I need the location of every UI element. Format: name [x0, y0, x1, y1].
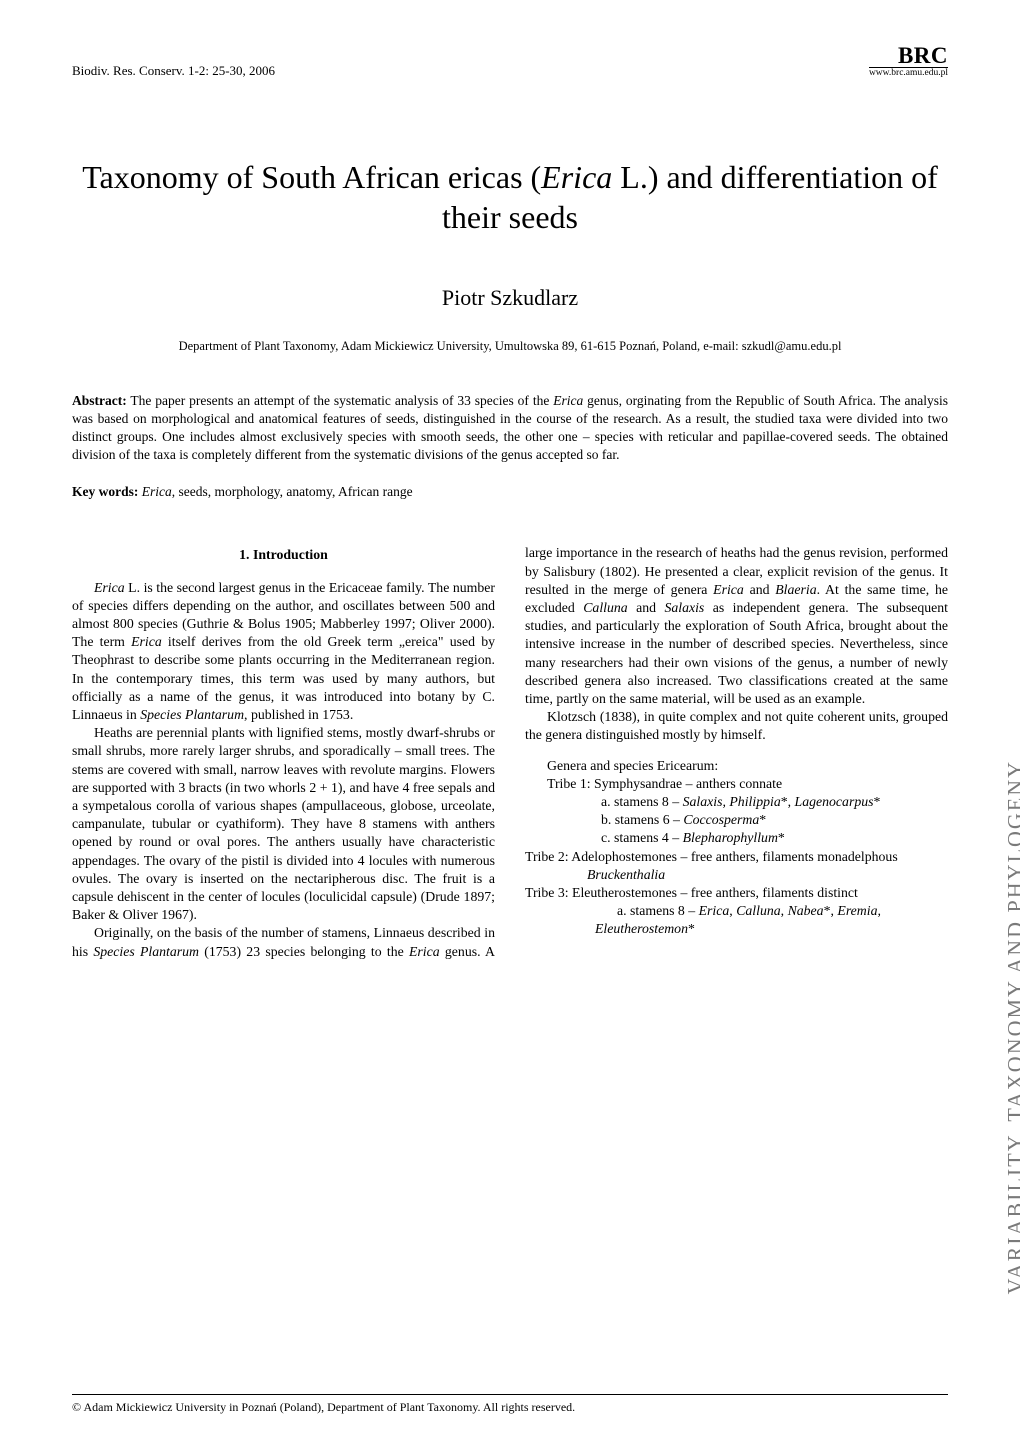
tribe-heading: Tribe 2: Adelophostemones – free anthers…	[583, 848, 948, 866]
genera-heading: Genera and species Ericearum:	[525, 757, 948, 775]
tribe-heading: Tribe 1: Symphysandrae – anthers connate	[525, 775, 948, 793]
logo-url: www.brc.amu.edu.pl	[869, 67, 948, 79]
journal-citation: Biodiv. Res. Conserv. 1-2: 25-30, 2006	[72, 63, 275, 79]
running-header: Biodiv. Res. Conserv. 1-2: 25-30, 2006 B…	[72, 44, 948, 79]
abstract: Abstract: The paper presents an attempt …	[72, 392, 948, 465]
body-columns: 1. Introduction Erica L. is the second l…	[72, 544, 948, 960]
logo-text: BRC	[869, 44, 948, 67]
section-heading: 1. Introduction	[72, 546, 495, 564]
tribe-heading: Tribe 3: Eleutherostemones – free anther…	[583, 884, 948, 902]
paragraph: Erica L. is the second largest genus in …	[72, 579, 495, 725]
section-side-label: VARIABILITY, TAXONOMY AND PHYLOGENY	[1002, 760, 1020, 1294]
paragraph: Klotzsch (1838), in quite complex and no…	[525, 708, 948, 744]
copyright-footer: © Adam Mickiewicz University in Poznań (…	[72, 1394, 948, 1415]
keywords: Key words: Erica, seeds, morphology, ana…	[72, 484, 948, 500]
paragraph: Heaths are perennial plants with lignifi…	[72, 724, 495, 924]
keywords-label: Key words:	[72, 484, 138, 499]
journal-logo: BRC www.brc.amu.edu.pl	[869, 44, 948, 79]
author-name: Piotr Szkudlarz	[72, 285, 948, 311]
tribe-item: c. stamens 4 – Blepharophyllum*	[525, 829, 948, 847]
author-affiliation: Department of Plant Taxonomy, Adam Micki…	[72, 339, 948, 354]
tribe-item: a. stamens 8 – Erica, Calluna, Nabea*, E…	[525, 902, 948, 938]
abstract-label: Abstract:	[72, 393, 127, 408]
article-title: Taxonomy of South African ericas (Erica …	[72, 157, 948, 237]
tribe-item: a. stamens 8 – Salaxis, Philippia*, Lage…	[525, 793, 948, 811]
tribe-genus: Bruckenthalia	[525, 866, 948, 884]
tribe-item: b. stamens 6 – Coccosperma*	[525, 811, 948, 829]
